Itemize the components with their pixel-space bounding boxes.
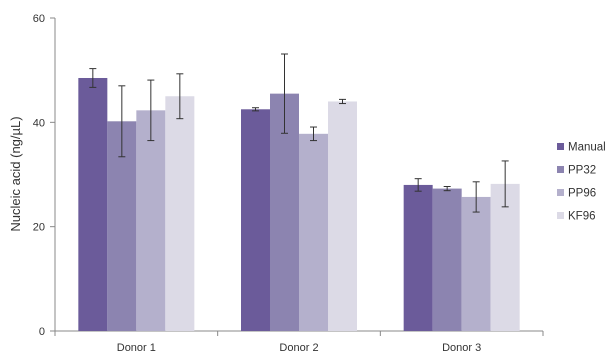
x-tick-label: Donor 3 [442,342,481,354]
legend-label-pp96: PP96 [568,188,596,200]
x-tick-label: Donor 2 [279,342,318,354]
error-bars [89,53,509,213]
y-tick-label: 20 [33,222,45,234]
y-axis-label: Nucleic acid (ng/µL) [8,116,23,231]
legend-label-pp32: PP32 [568,165,596,177]
legend-swatch-pp32 [557,166,564,173]
bar-manual-3 [403,184,433,331]
legend: Manual PP32 PP96 KF96 [557,142,606,223]
bar-pp32-3 [432,188,462,331]
legend-swatch-manual [557,143,564,150]
bar-kf96-1 [165,96,195,331]
bar-kf96-2 [328,101,357,331]
legend-label-kf96: KF96 [568,211,596,223]
bar-pp96-1 [136,110,166,332]
bars [78,77,520,332]
tick-labels: 0 20 40 60 Donor 1 Donor 2 Donor 3 [33,13,481,354]
x-tick-label: Donor 1 [117,342,156,354]
bar-kf96-3 [490,183,520,331]
y-tick-label: 0 [39,326,45,338]
bar-pp96-2 [299,133,328,331]
bar-manual-1 [78,77,108,331]
y-tick-label: 60 [33,13,45,25]
bar-pp96-3 [461,196,491,331]
legend-swatch-kf96 [557,212,564,219]
y-tick-label: 40 [33,117,45,129]
legend-label-manual: Manual [568,142,606,154]
bar-manual-2 [241,109,270,332]
legend-swatch-pp96 [557,189,564,196]
